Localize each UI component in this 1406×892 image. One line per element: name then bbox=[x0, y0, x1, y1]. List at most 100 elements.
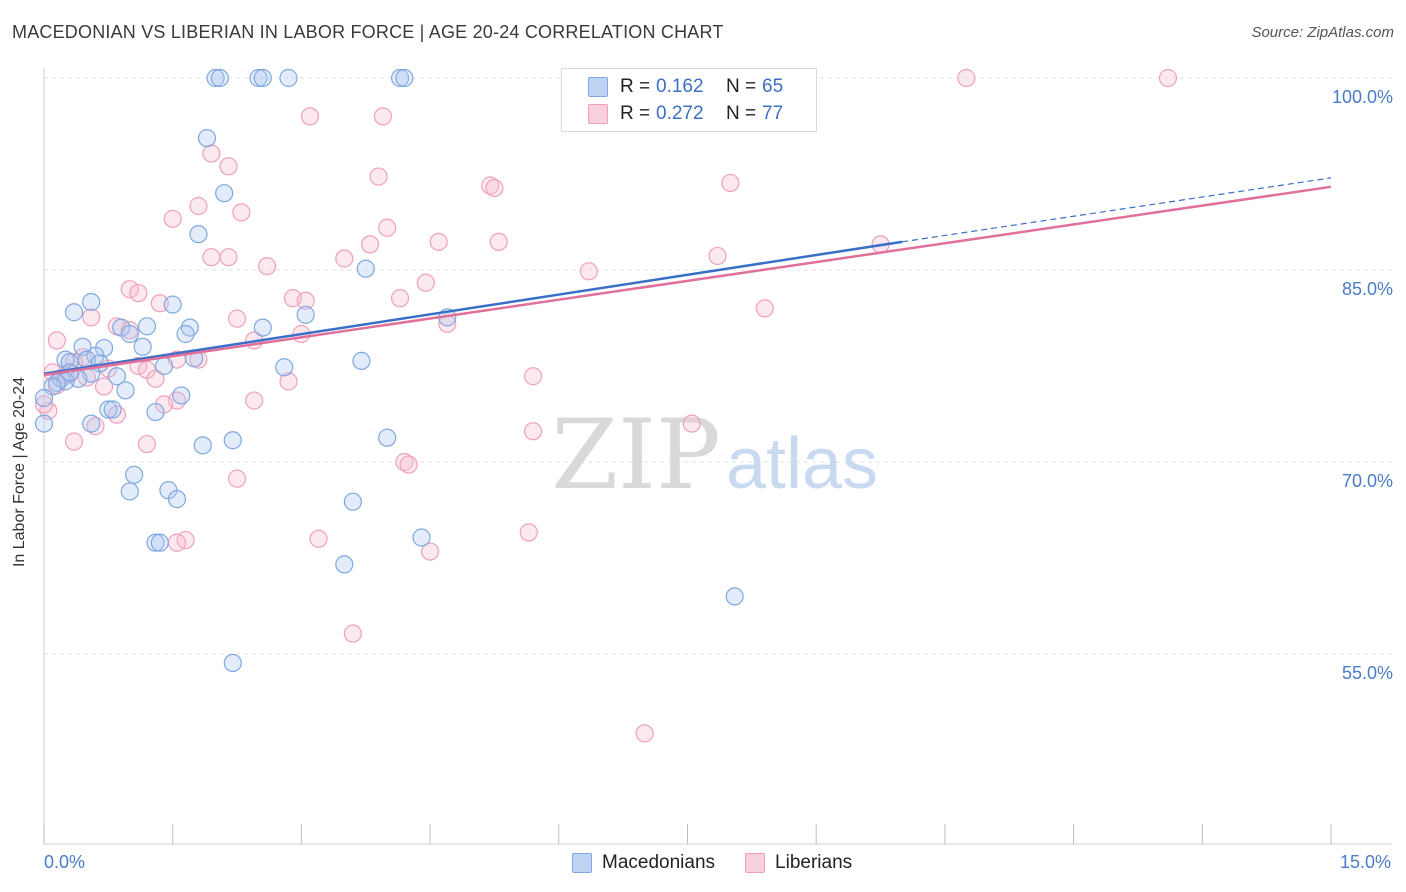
macedonian-point bbox=[378, 428, 397, 447]
legend-row-macedonians: R = 0.162 N = 65 bbox=[588, 75, 783, 99]
macedonian-point bbox=[253, 318, 272, 337]
macedonian-point bbox=[107, 367, 127, 386]
liberian-point bbox=[399, 455, 418, 474]
legend-item-liberians[interactable]: Liberians bbox=[745, 852, 852, 874]
liberian-point bbox=[721, 173, 740, 193]
liberian-point bbox=[1158, 68, 1178, 88]
macedonian-point bbox=[210, 68, 229, 88]
n-value: 77 bbox=[762, 103, 784, 124]
macedonian-point bbox=[343, 492, 362, 511]
macedonian-point bbox=[249, 68, 268, 88]
macedonian-point bbox=[155, 356, 174, 376]
macedonian-point bbox=[34, 388, 54, 408]
macedonian-point bbox=[116, 381, 135, 400]
macedonian-point bbox=[395, 68, 414, 88]
liberian-point bbox=[146, 369, 165, 388]
y-tick-label: 85.0% bbox=[1342, 279, 1393, 299]
macedonian-point bbox=[64, 303, 84, 322]
macedonians-legend-swatch bbox=[572, 853, 592, 873]
r-label: R = bbox=[620, 103, 651, 124]
y-tick-label: 100.0% bbox=[1332, 87, 1393, 107]
liberian-point bbox=[34, 395, 54, 414]
macedonians-trend-line bbox=[43, 240, 903, 375]
macedonian-point bbox=[189, 225, 208, 244]
macedonian-point bbox=[99, 400, 118, 419]
macedonian-point bbox=[124, 465, 144, 484]
liberian-point bbox=[296, 291, 315, 310]
x-tick-min: 0.0% bbox=[44, 852, 86, 872]
macedonian-point bbox=[137, 317, 157, 336]
liberian-point bbox=[150, 294, 169, 313]
liberian-point bbox=[360, 235, 380, 254]
liberian-point bbox=[227, 469, 247, 488]
macedonians-legend-label: Macedonians bbox=[602, 852, 716, 873]
liberian-point bbox=[309, 529, 328, 548]
macedonian-point bbox=[215, 184, 234, 203]
liberian-point bbox=[390, 289, 410, 308]
y-tick-label: 70.0% bbox=[1342, 471, 1393, 491]
macedonian-point bbox=[725, 587, 744, 606]
liberian-point bbox=[523, 367, 543, 386]
trend-lines bbox=[43, 177, 1332, 377]
liberian-point bbox=[219, 157, 238, 176]
macedonian-point bbox=[197, 129, 217, 148]
liberian-point bbox=[202, 144, 221, 163]
macedonian-point bbox=[335, 555, 354, 574]
stats-legend: R = 0.162 N = 65 R = 0.272 N = 77 bbox=[561, 68, 817, 132]
macedonian-point bbox=[390, 68, 410, 88]
liberian-point bbox=[64, 432, 84, 451]
y-tick-label: 55.0% bbox=[1342, 663, 1393, 683]
liberian-point bbox=[257, 257, 277, 276]
liberian-point bbox=[189, 196, 208, 216]
macedonian-point bbox=[146, 533, 165, 552]
liberian-point bbox=[245, 391, 264, 410]
liberian-point bbox=[369, 167, 388, 186]
macedonian-point bbox=[356, 259, 375, 278]
liberian-point bbox=[279, 372, 298, 391]
liberians-swatch bbox=[588, 104, 608, 124]
legend-item-macedonians[interactable]: Macedonians bbox=[572, 852, 715, 874]
macedonians-trend-extension bbox=[901, 177, 1332, 243]
liberian-point bbox=[137, 434, 157, 454]
liberian-point bbox=[708, 246, 727, 266]
liberian-point bbox=[421, 542, 440, 561]
liberian-point bbox=[227, 309, 247, 328]
legend-row-liberians: R = 0.272 N = 77 bbox=[588, 102, 783, 126]
n-label: N = bbox=[726, 103, 757, 124]
liberian-point bbox=[579, 262, 598, 281]
liberian-point bbox=[378, 218, 397, 237]
macedonian-point bbox=[133, 337, 152, 356]
watermark-zip: ZIP bbox=[551, 399, 720, 511]
macedonian-point bbox=[163, 295, 182, 314]
x-tick-max: 15.0% bbox=[1340, 852, 1392, 872]
liberian-point bbox=[755, 299, 774, 318]
source-label: Source: ZipAtlas.com bbox=[1251, 24, 1394, 41]
y-tick-labels: 55.0% 70.0% 85.0% 100.0% bbox=[1332, 87, 1393, 683]
macedonian-point bbox=[172, 386, 191, 405]
liberian-point bbox=[335, 249, 354, 268]
macedonian-point bbox=[120, 482, 139, 501]
gridlines bbox=[44, 77, 1392, 655]
liberians-legend-swatch bbox=[745, 853, 766, 873]
r-value: 0.162 bbox=[656, 76, 704, 97]
liberian-point bbox=[82, 308, 101, 327]
macedonian-point bbox=[279, 68, 298, 88]
liberian-point bbox=[957, 68, 976, 88]
macedonian-point bbox=[34, 414, 54, 433]
axes bbox=[43, 68, 1392, 845]
liberians-legend-label: Liberians bbox=[775, 852, 853, 873]
macedonian-point bbox=[146, 402, 165, 422]
macedonian-point bbox=[206, 68, 225, 88]
macedonians-swatch bbox=[588, 77, 608, 97]
liberian-point bbox=[523, 422, 543, 441]
liberian-point bbox=[47, 331, 66, 350]
macedonian-point bbox=[150, 533, 169, 552]
liberian-point bbox=[343, 624, 362, 643]
macedonian-point bbox=[352, 351, 371, 370]
macedonian-point bbox=[120, 324, 139, 344]
liberian-point bbox=[232, 203, 251, 222]
macedonian-point bbox=[193, 436, 212, 455]
macedonian-point bbox=[412, 528, 431, 547]
liberian-point bbox=[120, 280, 139, 299]
